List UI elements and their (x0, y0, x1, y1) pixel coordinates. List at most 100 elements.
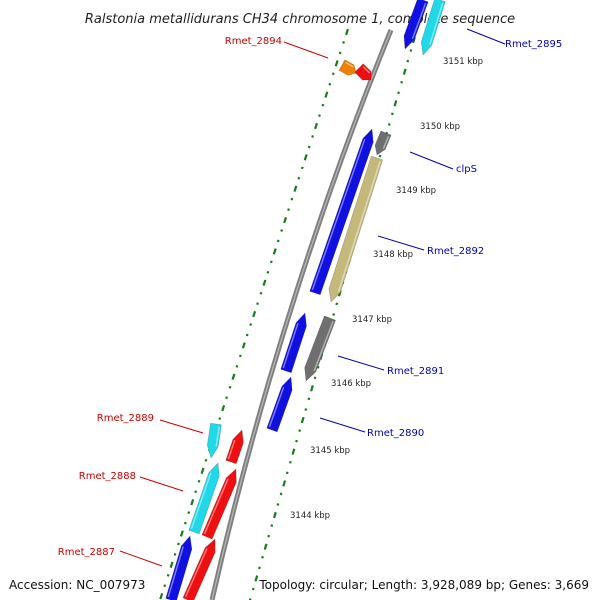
gene-label-rmet-2890[interactable]: Rmet_2890 (367, 428, 424, 439)
outer-tick-mark (177, 542, 180, 546)
inner-tick-mark (397, 91, 400, 95)
outer-tick-mark (225, 396, 228, 400)
outer-tick-mark (218, 417, 222, 420)
outer-tick-mark (187, 511, 191, 515)
outer-tick-mark (338, 51, 342, 55)
gene-rmet-2895-left[interactable] (400, 0, 429, 51)
outer-tick-mark (228, 385, 232, 389)
kbp-label: 3148 kbp (373, 250, 413, 260)
outer-tick-mark (159, 593, 164, 600)
outer-tick-mark (238, 354, 242, 358)
gene-label-rmet-2889[interactable]: Rmet_2889 (97, 413, 154, 424)
gene-rmet-2894-a[interactable] (338, 59, 359, 78)
inner-tick-mark (258, 566, 261, 570)
outer-tick-mark (194, 490, 198, 494)
gene-label-clps[interactable]: clpS (456, 164, 477, 175)
inner-tick-mark (310, 385, 314, 392)
gene-rmet-2888-red[interactable] (201, 467, 241, 540)
kbp-label: 3146 kbp (331, 379, 371, 389)
gene-rmet-2889[interactable] (225, 428, 247, 465)
inner-tick-mark (313, 376, 317, 380)
outer-tick-mark (318, 114, 321, 117)
outer-tick-mark (307, 145, 311, 149)
gene-rmet-2892[interactable] (325, 155, 384, 304)
gene-label-rmet-2894[interactable]: Rmet_2894 (225, 36, 282, 47)
gene-labels: Rmet_2895 clpS Rmet_2892 Rmet_2891 Rmet_2890… (58, 36, 562, 558)
outer-tick-mark (293, 185, 298, 192)
gene-rmet-2890[interactable] (266, 375, 296, 433)
inner-tick-mark (261, 555, 264, 559)
outer-tick-mark (269, 260, 273, 264)
gene-rmet-2887-blue[interactable] (165, 534, 196, 600)
leader-line-clps (409, 151, 454, 170)
gene-label-rmet-2892[interactable]: Rmet_2892 (427, 246, 484, 257)
outer-tick-mark (311, 135, 314, 138)
outer-tick-mark (321, 103, 325, 107)
inner-tick-mark (300, 416, 305, 424)
outer-tick-mark (179, 530, 184, 537)
outer-tick-mark (300, 166, 304, 170)
gene-label-rmet-2895[interactable]: Rmet_2895 (505, 39, 562, 50)
outer-tick-mark (241, 342, 246, 349)
inner-tick-mark (378, 154, 382, 158)
outer-tick-mark (280, 229, 284, 232)
gene-label-rmet-2891[interactable]: Rmet_2891 (387, 366, 444, 377)
outer-tick-mark (204, 458, 208, 462)
outer-tick-mark (276, 239, 280, 243)
gene-label-rmet-2888[interactable]: Rmet_2888 (79, 471, 136, 482)
inner-tick-mark (276, 503, 280, 506)
outer-tick-mark (328, 82, 332, 86)
gene-label-rmet-2887[interactable]: Rmet_2887 (58, 547, 115, 558)
topology-text: Topology: circular; Length: 3,928,089 bp… (259, 578, 589, 592)
gene-clps[interactable] (372, 130, 392, 157)
inner-tick-mark (332, 313, 335, 316)
inner-tick-mark (387, 123, 391, 126)
outer-tick-mark (249, 323, 253, 326)
gene-rmet-2891-blue[interactable] (280, 311, 310, 374)
outer-tick-mark (245, 333, 249, 337)
outer-tick-mark (345, 28, 349, 36)
inner-tick-mark (263, 543, 268, 550)
outer-tick-mark (256, 302, 259, 306)
gene-rmet-2894-b[interactable] (354, 63, 375, 84)
kbp-label: 3145 kbp (310, 446, 350, 456)
gene-rmet-2891[interactable] (300, 315, 336, 383)
leader-line-rmet-2894 (283, 41, 329, 59)
inner-tick-mark (282, 480, 287, 487)
kbp-label: 3149 kbp (396, 186, 436, 196)
leader-line-rmet-2892 (377, 235, 425, 251)
outer-tick-mark (297, 176, 301, 180)
outer-tick-mark (287, 208, 290, 212)
accession-text: Accession: NC_007973 (9, 578, 146, 592)
gene-rmet-2895-right[interactable] (418, 0, 446, 57)
genome-backbone-highlight (211, 29, 392, 600)
inner-tick-mark (272, 511, 277, 519)
kbp-label: 3151 kbp (443, 57, 483, 67)
gene-features (165, 0, 446, 600)
gene-rmet-2887[interactable] (182, 537, 220, 600)
map-title: Ralstonia metallidurans CH34 chromosome … (85, 12, 515, 27)
kbp-label: 3150 kbp (420, 122, 460, 132)
outer-tick-mark (272, 248, 277, 255)
outer-tick-mark (314, 122, 319, 130)
outer-tick-mark (197, 479, 201, 483)
outer-tick-mark (231, 373, 236, 380)
kbp-label: 3144 kbp (290, 511, 330, 521)
gene-rmet-2888[interactable] (188, 461, 223, 535)
outer-tick-mark (163, 584, 167, 588)
leader-line-rmet-2889 (159, 419, 204, 434)
outer-tick-mark (183, 521, 187, 525)
inner-tick-mark (270, 524, 274, 527)
inner-tick-mark (295, 439, 298, 443)
gene-rmet-2892-blue[interactable] (309, 127, 377, 296)
inner-tick-mark (291, 448, 296, 455)
outer-tick-mark (331, 72, 335, 76)
inner-tick-mark (316, 365, 320, 369)
outer-tick-mark (334, 60, 339, 67)
gene-rmet-2889-cyan[interactable] (206, 422, 222, 459)
outer-tick-mark (169, 561, 174, 569)
outer-tick-mark (303, 154, 308, 161)
inner-tick-mark (267, 534, 271, 538)
outer-tick-mark (283, 216, 288, 224)
